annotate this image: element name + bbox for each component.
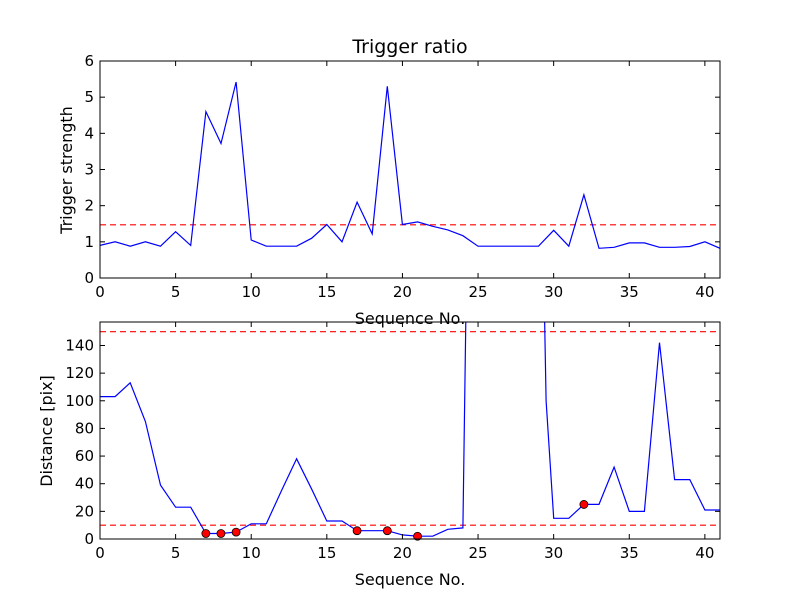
- x-tick-label: 25: [469, 283, 488, 301]
- y-tick-label: 0: [84, 269, 94, 287]
- x-axis-label: Sequence No.: [355, 309, 466, 328]
- x-tick-label: 5: [171, 544, 181, 562]
- distance-panel: Sequence No. Distance [pix] 0 5 10 15 20 25 30…: [37, 321, 721, 589]
- y-tick-label: 40: [75, 475, 94, 493]
- x-tick-label: 40: [695, 283, 714, 301]
- y-tick-label: 3: [84, 161, 94, 179]
- y-tick-label: 120: [65, 364, 94, 382]
- y-tick-label: 4: [84, 124, 94, 142]
- series-line: [100, 322, 720, 537]
- trigger-ratio-panel: Trigger ratio Sequence No. Trigger stren…: [57, 36, 721, 328]
- x-tick-label: 20: [393, 544, 412, 562]
- x-tick-label: 40: [695, 544, 714, 562]
- x-tick-label: 10: [242, 283, 261, 301]
- data-point-marker: [382, 526, 392, 536]
- x-tick-label: 5: [171, 283, 181, 301]
- data-point-marker: [231, 527, 241, 537]
- x-tick-label: 35: [620, 283, 639, 301]
- y-tick-label: 140: [65, 336, 94, 354]
- y-tick-label: 60: [75, 447, 94, 465]
- data-point-marker: [201, 529, 211, 538]
- y-tick-label: 1: [84, 233, 94, 251]
- y-tick-label: 2: [84, 197, 94, 215]
- y-tick-label: 0: [84, 530, 94, 548]
- x-tick-label: 35: [620, 544, 639, 562]
- x-tick-label: 20: [393, 283, 412, 301]
- data-point-marker: [216, 529, 226, 538]
- x-tick-label: 30: [544, 544, 563, 562]
- x-tick-label: 0: [95, 544, 105, 562]
- y-tick-label: 100: [65, 392, 94, 410]
- y-tick-label: 6: [84, 52, 94, 70]
- chart-title: Trigger ratio: [351, 36, 467, 58]
- y-tick-label: 20: [75, 502, 94, 520]
- y-axis-label: Trigger strength: [57, 106, 76, 235]
- x-axis-label: Sequence No.: [355, 570, 466, 589]
- x-tick-label: 15: [317, 544, 336, 562]
- x-tick-label: 0: [95, 283, 105, 301]
- x-tick-label: 10: [242, 544, 261, 562]
- x-tick-label: 15: [317, 283, 336, 301]
- plot-frame: [99, 321, 721, 540]
- data-point-marker: [413, 531, 422, 541]
- x-tick-label: 25: [469, 544, 488, 562]
- series-line: [100, 81, 720, 249]
- y-axis-label: Distance [pix]: [37, 375, 56, 487]
- y-tick-label: 5: [84, 88, 94, 106]
- data-point-marker: [579, 500, 589, 509]
- data-point-marker: [352, 526, 362, 536]
- x-tick-label: 30: [544, 283, 563, 301]
- y-tick-label: 80: [75, 419, 94, 437]
